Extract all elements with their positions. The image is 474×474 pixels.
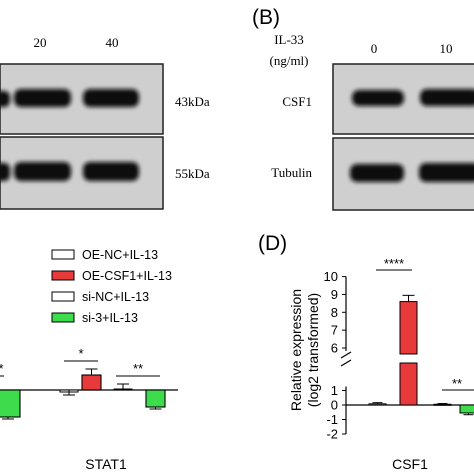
blot-b-row-label: CSF1 [282, 94, 312, 109]
blot-band [0, 91, 10, 107]
blot-band [0, 163, 10, 181]
blot-b-unit-label: (ng/ml) [270, 53, 309, 68]
chart-d-ylabel: Relative expression [288, 289, 304, 411]
blot-band [350, 164, 404, 182]
blot-a-bands [0, 89, 139, 181]
chart-c-category-label: STAT1 [85, 456, 127, 472]
bar [399, 362, 418, 406]
bar [433, 403, 452, 406]
blot-a-lane-label: 20 [34, 35, 47, 50]
legend-label: OE-CSF1+IL-13 [82, 269, 172, 283]
bar [399, 301, 418, 355]
axis-break-mark [340, 351, 352, 359]
blot-b-lane-label: 0 [371, 41, 378, 56]
y-tick-label: 1 [331, 383, 338, 398]
y-tick-label: 6 [331, 341, 338, 356]
blot-b-bands [350, 89, 474, 182]
y-tick-label: 0 [331, 398, 338, 413]
blot-band [83, 89, 139, 107]
y-tick-label: -2 [326, 427, 338, 442]
blot-a-lane-label: 40 [106, 35, 119, 50]
legend-label: OE-NC+IL-13 [82, 248, 158, 262]
bar [459, 404, 474, 414]
chart-c-bar [145, 389, 166, 408]
chart-d: (D) Relative expression (log2 transforme… [258, 232, 474, 472]
blot-band [83, 162, 139, 181]
blot-band [352, 90, 404, 106]
chart-c-sig-mark: * [78, 346, 83, 361]
legend: OE-NC+IL-13 OE-CSF1+IL-13 si-NC+IL-13 si-3+… [51, 248, 172, 325]
blot-a-size-label: 43kDa [175, 94, 210, 109]
blot-band [419, 163, 474, 182]
blot-band [14, 89, 71, 107]
legend-swatch [51, 270, 75, 281]
chart-c-sig-mark: ** [133, 361, 143, 376]
blot-b-lane-label: 10 [440, 41, 453, 56]
panel-label-d: (D) [258, 232, 287, 255]
chart-c-bar [81, 374, 102, 391]
blot-band [14, 162, 71, 181]
chart-d-ylabel-2: (log2 transformed) [305, 293, 321, 407]
y-tick-label: 9 [331, 287, 338, 302]
blot-b-row-label: Tubulin [271, 165, 312, 180]
sig-mark: **** [384, 256, 404, 271]
chart-c-sig-mark: * [0, 361, 4, 376]
bar [368, 403, 387, 406]
legend-label: si-3+IL-13 [82, 311, 138, 325]
legend-label: si-NC+IL-13 [82, 290, 149, 304]
legend-swatch [51, 312, 75, 323]
blot-b: (B) IL-33 (ng/ml) 0 10 CSF1 Tubulin [252, 6, 474, 211]
blot-b-treatment-label: IL-33 [274, 32, 304, 47]
axis-break-mark [340, 359, 352, 367]
y-tick-label: 7 [331, 323, 338, 338]
blot-a-size-label: 55kDa [175, 166, 210, 181]
y-tick-label: 8 [331, 305, 338, 320]
y-tick-label: -1 [326, 412, 338, 427]
chart-c-bar [113, 388, 133, 391]
legend-swatch [51, 249, 75, 260]
chart-d-category-label: CSF1 [392, 456, 428, 472]
blot-a: 20 40 43kDa 55kDa [0, 35, 210, 210]
sig-mark: ** [452, 376, 462, 391]
chart-c-bar [0, 389, 21, 418]
blot-band [420, 89, 474, 106]
panel-label-b: (B) [252, 6, 280, 29]
chart-c: OE-NC+IL-13 OE-CSF1+IL-13 si-NC+IL-13 si-3+… [0, 248, 178, 472]
y-tick-label: 10 [324, 269, 338, 284]
legend-swatch [51, 291, 75, 302]
